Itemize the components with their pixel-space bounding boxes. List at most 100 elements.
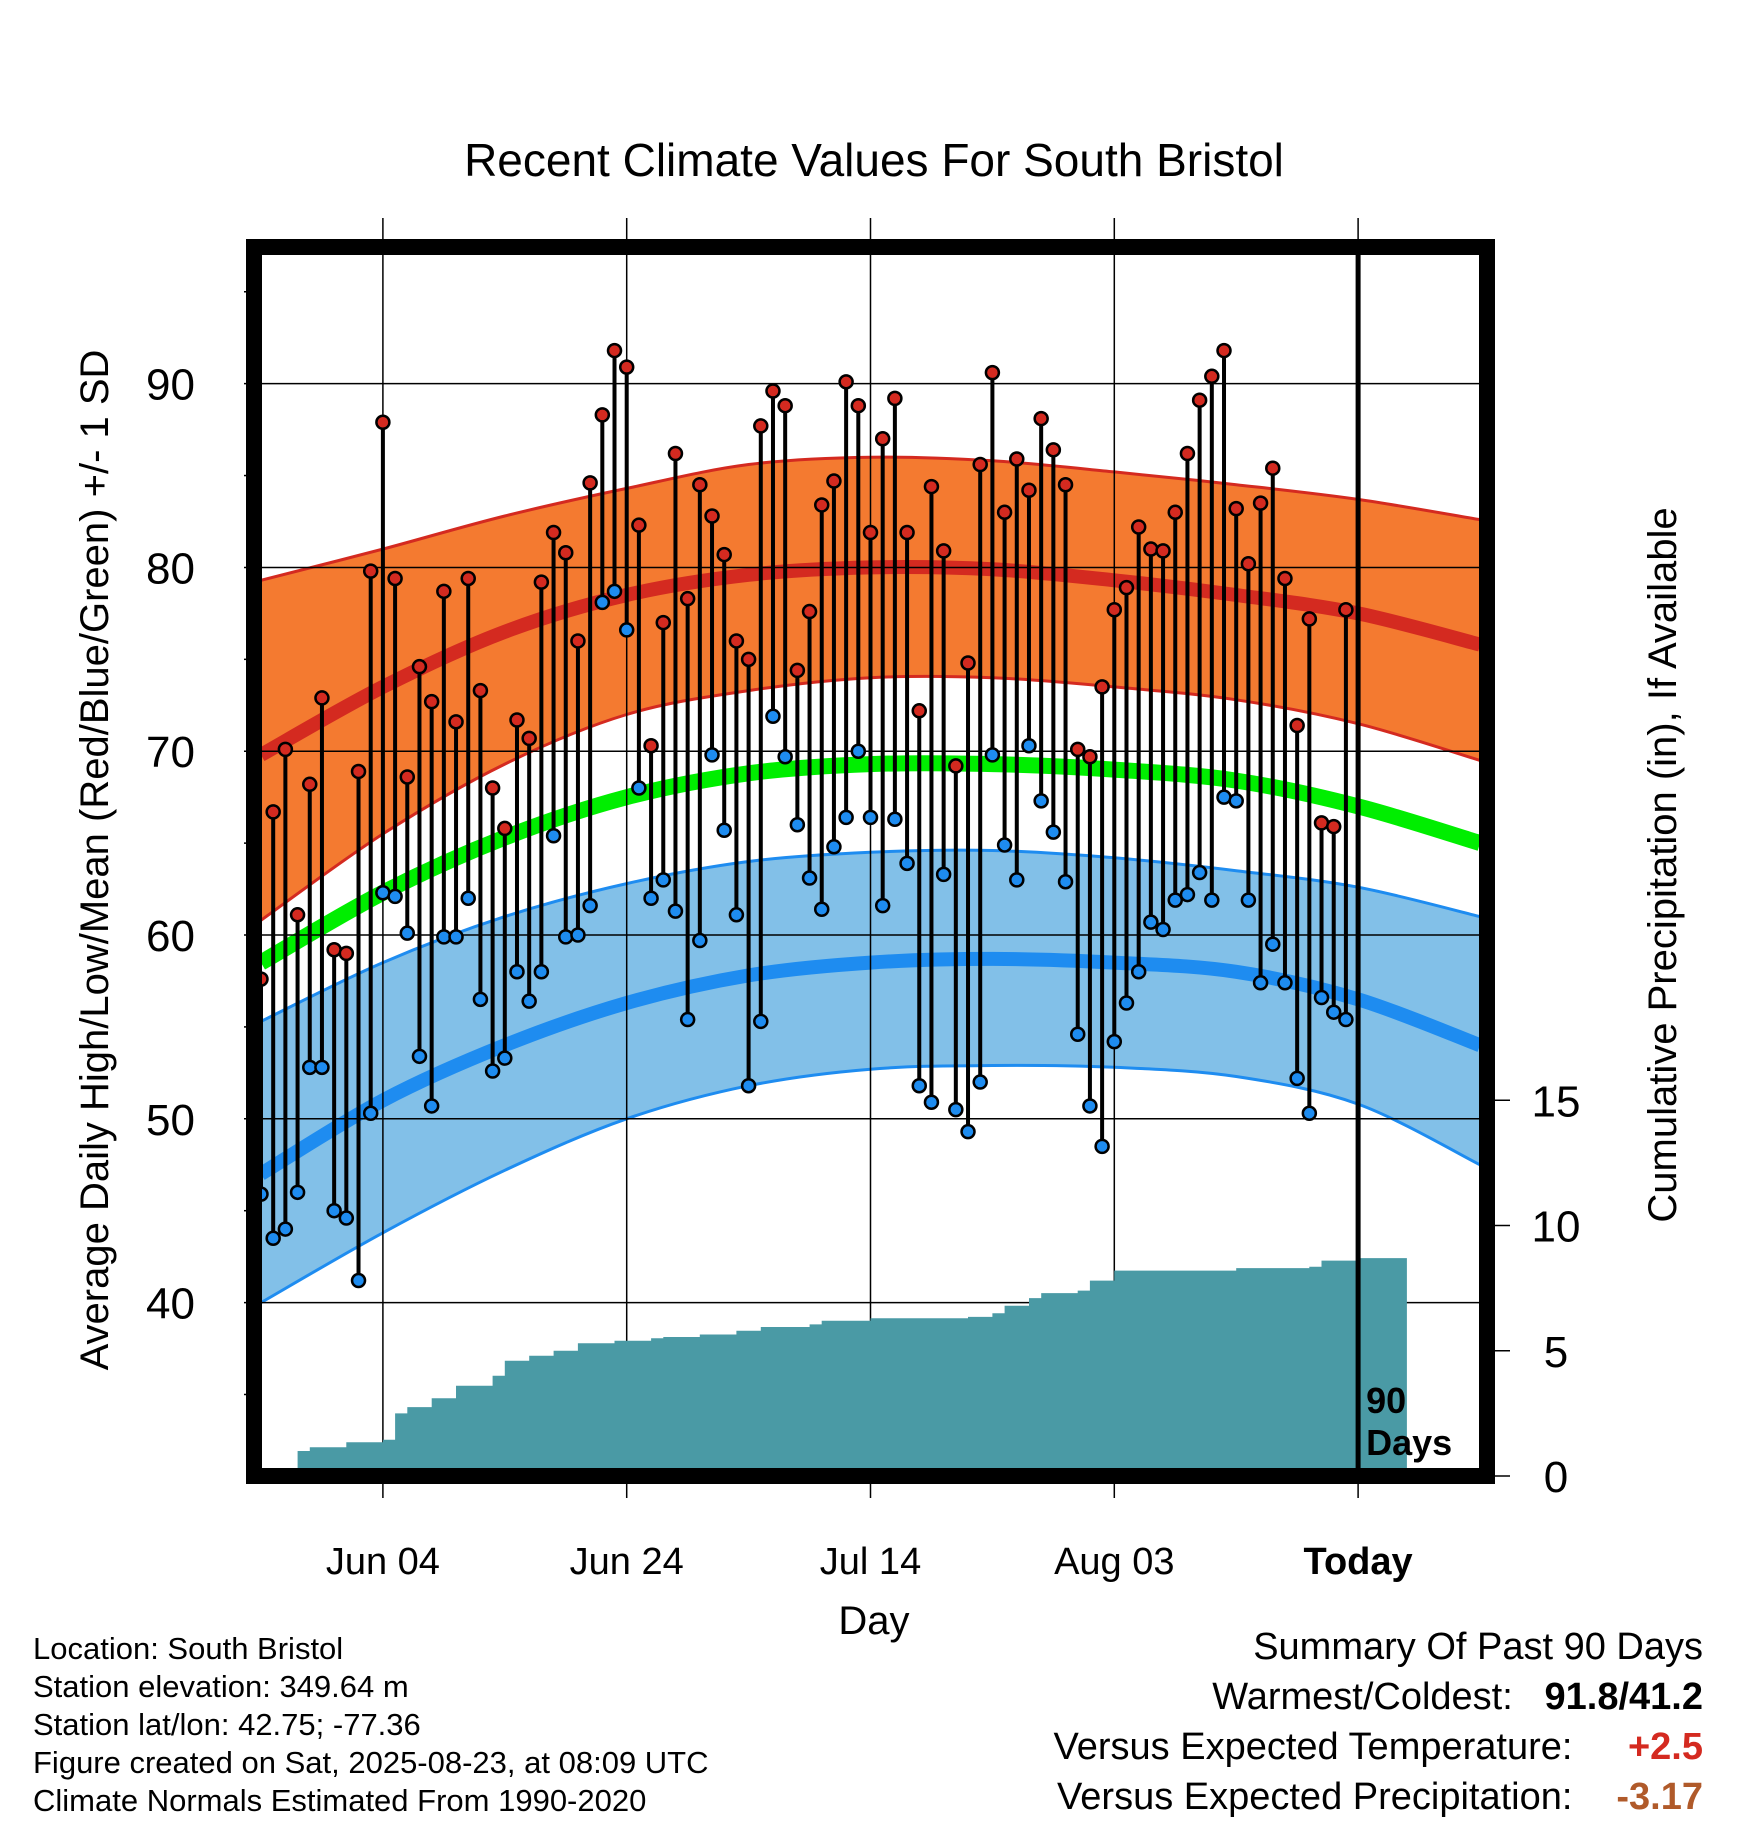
high-point xyxy=(375,414,391,430)
low-point xyxy=(1021,737,1037,754)
low-point xyxy=(1094,1138,1110,1155)
low-point xyxy=(1204,892,1220,908)
high-point xyxy=(1082,748,1098,765)
low-point xyxy=(570,927,586,943)
low-point xyxy=(631,780,647,796)
low-point xyxy=(618,622,635,638)
high-point xyxy=(423,693,440,710)
low-point xyxy=(923,1094,940,1111)
high-point xyxy=(1301,611,1318,627)
x-tick-label: Aug 03 xyxy=(1054,1541,1174,1583)
low-point xyxy=(1045,824,1062,840)
high-point xyxy=(594,407,611,423)
high-point xyxy=(911,703,928,719)
low-point xyxy=(509,964,525,980)
low-point xyxy=(1338,1011,1354,1028)
low-point xyxy=(582,897,598,914)
high-point xyxy=(789,662,806,679)
low-point xyxy=(679,1011,696,1028)
high-point xyxy=(265,804,281,820)
temp-row: Versus Expected Temperature: +2.5 xyxy=(903,1722,1703,1772)
plot-content: 90 Days xyxy=(261,255,1480,1468)
high-point xyxy=(1338,601,1354,618)
high-point xyxy=(960,655,976,671)
today-marker-label-part: 90 xyxy=(1366,1380,1406,1421)
high-point xyxy=(436,583,452,600)
precip-row: Versus Expected Precipitation: -3.17 xyxy=(903,1772,1703,1822)
high-point xyxy=(521,730,537,747)
low-point xyxy=(1252,975,1269,991)
x-tick-label: Jun 24 xyxy=(570,1541,684,1583)
low-point xyxy=(521,993,537,1009)
high-point xyxy=(1045,442,1062,458)
low-point xyxy=(1240,892,1257,908)
high-point xyxy=(935,543,952,559)
low-point xyxy=(777,748,793,765)
low-point xyxy=(1069,1026,1086,1043)
low-point xyxy=(935,866,952,883)
low-point xyxy=(862,809,879,826)
high-point xyxy=(1143,541,1159,557)
low-point xyxy=(728,907,745,923)
high-point xyxy=(387,570,403,587)
high-point xyxy=(570,633,586,649)
low-point xyxy=(984,747,1001,763)
low-point xyxy=(497,1050,513,1066)
low-point xyxy=(362,1105,379,1122)
high-point xyxy=(1289,717,1305,734)
low-point xyxy=(1179,886,1196,903)
low-point xyxy=(826,839,842,855)
high-point xyxy=(765,383,781,399)
low-point xyxy=(1191,864,1208,881)
low-point xyxy=(692,932,708,949)
low-point xyxy=(813,901,830,918)
low-point xyxy=(277,1221,294,1237)
low-point xyxy=(545,828,562,844)
warm-cold-row: Warmest/Coldest: 91.8/41.2 xyxy=(1212,1676,1703,1718)
low-point xyxy=(1057,873,1074,890)
high-point xyxy=(850,397,867,414)
low-point xyxy=(289,1184,306,1201)
y2-tick-label: 0 xyxy=(1544,1453,1568,1502)
high-point xyxy=(1204,368,1220,385)
low-point xyxy=(460,890,476,907)
low-point xyxy=(753,1013,769,1030)
location-text: Location: South Bristol xyxy=(33,1631,344,1666)
high-point xyxy=(1033,410,1049,427)
high-point xyxy=(996,504,1013,521)
low-point xyxy=(399,925,416,941)
high-point xyxy=(460,570,476,587)
low-point xyxy=(338,1210,355,1226)
high-point xyxy=(1191,392,1208,408)
high-point xyxy=(740,651,757,668)
low-point xyxy=(558,929,574,945)
low-point xyxy=(667,903,684,919)
high-point xyxy=(1009,451,1025,467)
high-point xyxy=(1325,818,1342,835)
y2-tick-label: 5 xyxy=(1544,1328,1568,1377)
high-point xyxy=(1106,601,1123,618)
high-point xyxy=(1118,579,1135,596)
low-point xyxy=(1325,1004,1342,1020)
warmest-value: 91.8 xyxy=(1544,1676,1619,1718)
y2-tick-label: 10 xyxy=(1532,1203,1581,1252)
high-point xyxy=(261,971,269,987)
high-point xyxy=(1252,495,1269,511)
high-point xyxy=(887,390,903,407)
high-point xyxy=(753,418,769,434)
high-point xyxy=(1069,741,1086,758)
low-point xyxy=(850,743,867,759)
high-point xyxy=(862,524,879,541)
y2-tick-label: 15 xyxy=(1532,1077,1581,1126)
plot-frame xyxy=(246,239,1495,1484)
high-point xyxy=(813,497,830,513)
y-tick-label: 40 xyxy=(146,1280,195,1329)
low-point xyxy=(314,1059,330,1076)
temp-label: Versus Expected Temperature: xyxy=(1053,1726,1573,1768)
high-point xyxy=(838,374,854,390)
high-point xyxy=(826,473,842,489)
low-point xyxy=(1313,989,1330,1006)
high-point xyxy=(289,907,306,923)
low-point xyxy=(801,870,818,886)
